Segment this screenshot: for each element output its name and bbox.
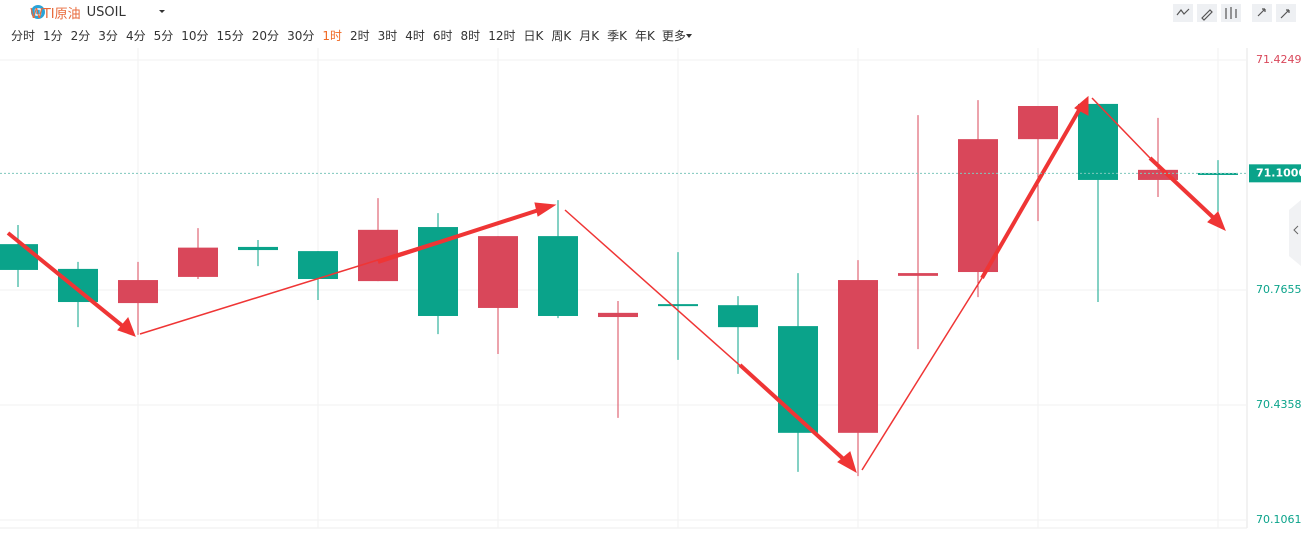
toolbar-icons[interactable] — [1173, 4, 1296, 22]
timeframe-option[interactable]: 4时 — [405, 29, 425, 43]
timeframe-option[interactable]: 8时 — [460, 29, 481, 43]
instrument-symbol[interactable]: USOIL — [86, 4, 126, 20]
timeframe-option[interactable]: 1分 — [43, 29, 63, 43]
candle-body — [0, 244, 38, 270]
candle-body — [178, 247, 218, 277]
candle-body — [1198, 172, 1238, 175]
dropdown-caret[interactable] — [159, 10, 165, 13]
timeframe-bar: 分时 1分 2分 3分 4分 5分 10分 15分 20分 30分 1时 2时 3时 4时 6时 8时 12时日… — [11, 27, 692, 44]
candle-body — [958, 139, 998, 273]
timeframe-option[interactable]: 1时 — [322, 29, 342, 43]
timeframe-option[interactable]: 3时 — [377, 29, 398, 43]
symbol-icon-inner — [34, 8, 42, 16]
candle-body — [58, 268, 98, 303]
candle-body — [838, 280, 878, 433]
side-panel-arrow — [1293, 225, 1299, 235]
current-price-label: 71.1000 — [1256, 166, 1301, 179]
candle-body — [1018, 106, 1058, 140]
candle-body — [1078, 103, 1118, 180]
timeframe-option[interactable]: 5分 — [153, 29, 174, 43]
timeframe-option[interactable]: 季K — [607, 29, 627, 43]
timeframe-option[interactable]: 4分 — [125, 29, 146, 43]
timeframe-option[interactable]: 30分 — [287, 29, 315, 43]
y-tick-label: 70.4358 — [1256, 398, 1301, 411]
side-panel-handle[interactable] — [1289, 200, 1301, 266]
timeframe-option[interactable]: 20分 — [251, 29, 280, 43]
candle-body — [718, 305, 758, 328]
timeframe-option[interactable]: 分时 — [11, 29, 36, 43]
trend-arrows — [6, 95, 1226, 474]
current-price-box — [1249, 164, 1301, 183]
candle-body — [898, 273, 938, 276]
candle-body — [238, 246, 278, 251]
more-caret[interactable] — [685, 34, 692, 41]
instrument-name[interactable]: WTI原油 — [30, 6, 81, 22]
candle-body — [418, 227, 458, 316]
y-tick-label: 70.7655 — [1256, 283, 1301, 296]
timeframe-option[interactable]: 3分 — [98, 29, 118, 43]
timeframe-option[interactable]: 周K — [551, 29, 572, 43]
timeframe-option[interactable]: 2分 — [70, 29, 91, 43]
symbol-icon — [31, 5, 45, 19]
y-tick-label: 70.1061 — [1256, 513, 1301, 526]
candle-body — [658, 304, 698, 307]
y-tick-label: 71.4249 — [1256, 53, 1301, 66]
candle-body — [538, 236, 578, 316]
timeframe-option[interactable]: 10分 — [181, 29, 209, 43]
timeframe-option[interactable]: 15分 — [216, 29, 244, 43]
candle-body — [598, 312, 638, 318]
timeframe-option[interactable]: 2时 — [349, 29, 370, 43]
timeframe-option[interactable]: 12时 — [488, 29, 516, 43]
candle-body — [478, 236, 518, 308]
candle-body — [1138, 169, 1178, 180]
timeframe-option[interactable]: 6时 — [432, 29, 453, 43]
timeframe-option[interactable]: 更多 — [661, 29, 686, 43]
candle-body — [118, 280, 158, 304]
timeframe-option[interactable]: 日K — [523, 29, 544, 43]
timeframe-option[interactable]: 月K — [579, 29, 600, 43]
symbol-bar: WTI原油 USOIL — [30, 3, 126, 22]
timeframe-option[interactable]: 年K — [634, 29, 655, 43]
